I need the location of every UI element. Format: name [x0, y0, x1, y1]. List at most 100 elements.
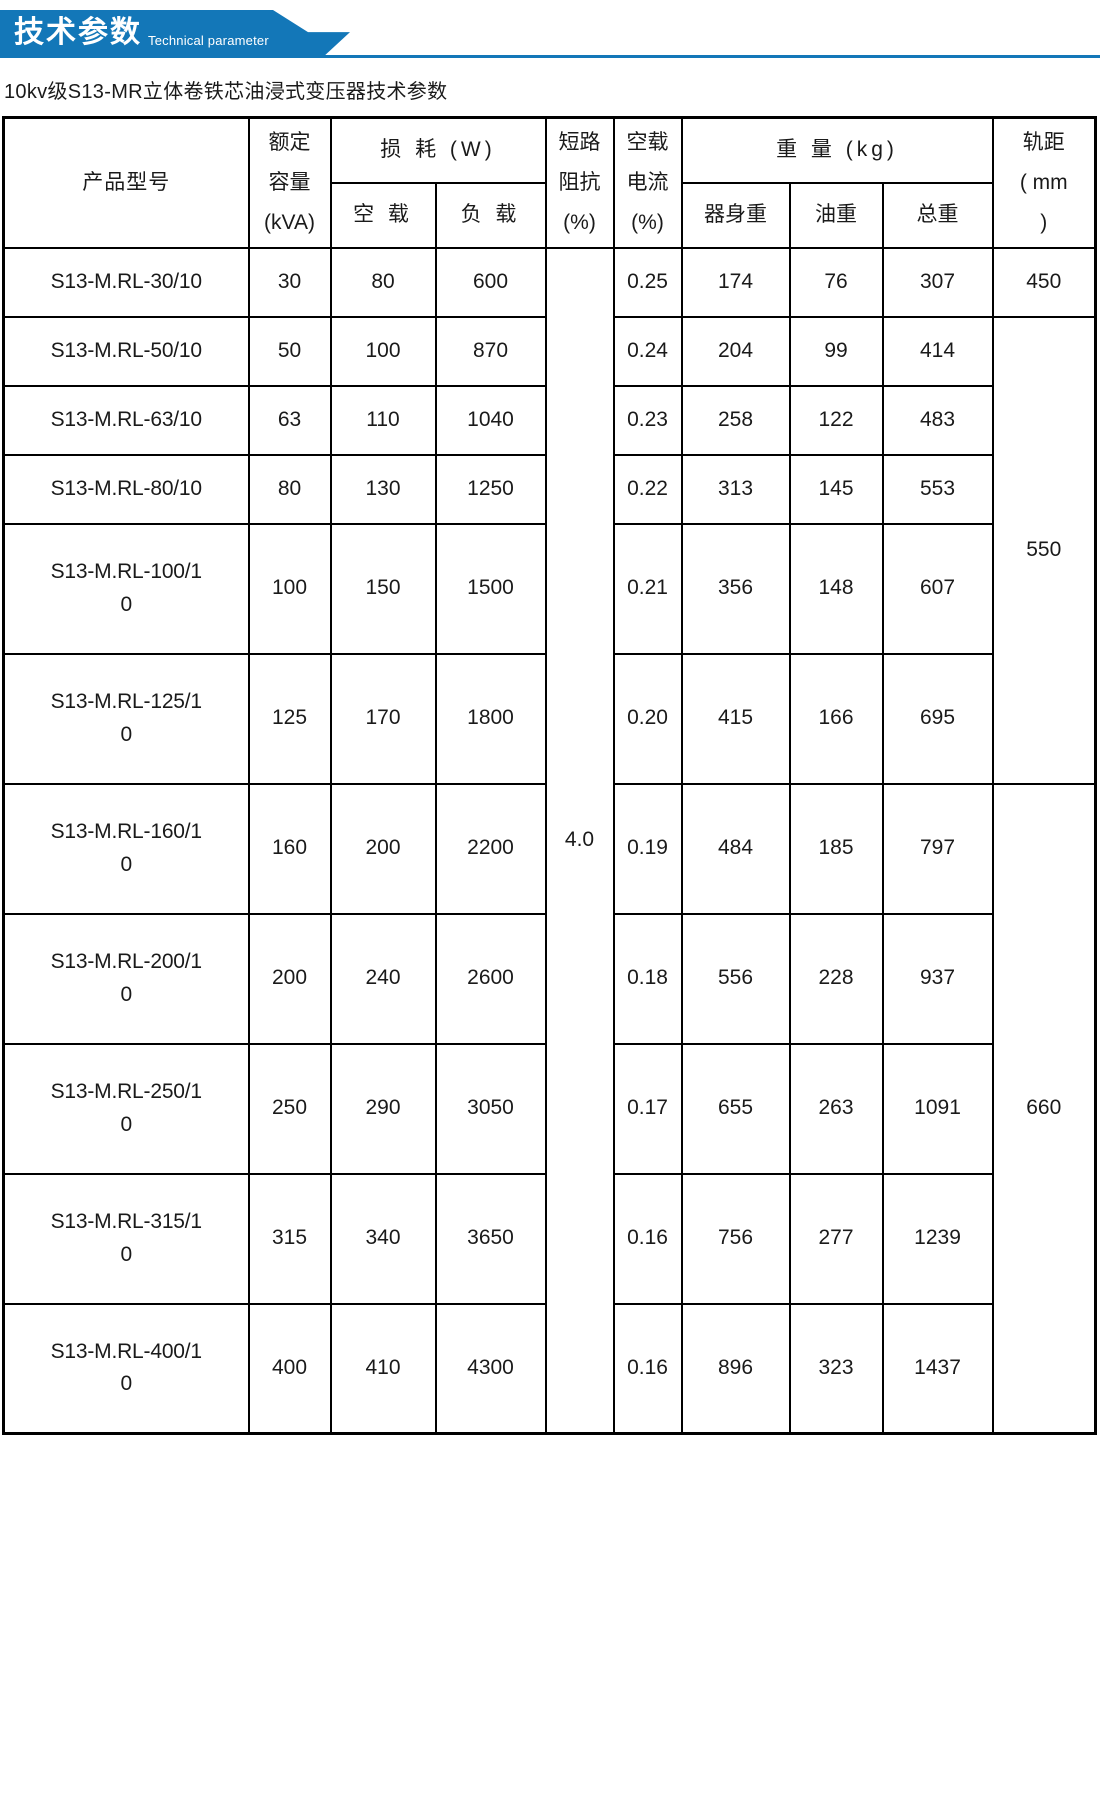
cell-weight-total: 695 [881, 652, 994, 785]
cell-loss-load: 1250 [434, 453, 547, 525]
cell-weight-oil: 145 [788, 453, 884, 525]
cell-model: S13-M.RL-400/1 0 [2, 1302, 250, 1435]
header-rated-capacity-line1: 额定 [268, 131, 311, 154]
header-loss-noload: 空 载 [329, 181, 437, 249]
cell-loss-load: 2200 [434, 782, 547, 915]
cell-weight-total: 797 [881, 782, 994, 915]
cell-model: S13-M.RL-315/1 0 [2, 1172, 250, 1305]
cell-loss-noload: 240 [329, 912, 437, 1045]
cell-weight-body: 756 [680, 1172, 791, 1305]
cell-weight-total: 607 [881, 522, 994, 655]
cell-loss-noload: 100 [329, 315, 437, 387]
model-text: S13-M.RL-125/1 [50, 690, 202, 714]
table-row: S13-M.RL-63/10 63 110 1040 0.23 258 122 483 [2, 384, 1096, 456]
cell-noload-current: 0.23 [612, 384, 683, 456]
cell-track-gauge: 450 [991, 246, 1097, 318]
cell-model: S13-M.RL-80/10 [2, 453, 250, 525]
table-row: S13-M.RL-50/10 50 100 870 0.24 204 99 414 550 [2, 315, 1097, 785]
model-text: S13-M.RL-30/10 [50, 269, 202, 293]
cell-weight-total: 1437 [881, 1302, 994, 1435]
header-gauge-line1: 轨距 [1022, 131, 1065, 154]
header-noload-current-line2: 电流 [626, 170, 669, 194]
cell-loss-load: 1040 [434, 384, 547, 456]
header-row-top: 产品型号 额定 容量 (kVA) 损 耗 (W) 短路 阻抗 (%) [2, 116, 1097, 249]
banner-title-cn: 技术参数 [14, 16, 142, 49]
table-row: S13-M.RL-200/1 0 200 240 2600 0.18 556 228 937 [2, 912, 1096, 1045]
cell-rated-capacity: 315 [247, 1172, 332, 1305]
table-row: S13-M.RL-30/10 30 80 600 4.0 0.25 174 76 307 450 [2, 246, 1097, 1435]
cell-loss-load: 1500 [434, 522, 547, 655]
header-weight-total: 总重 [881, 181, 994, 249]
cell-loss-noload: 340 [329, 1172, 437, 1305]
table-row: S13-M.RL-125/1 0 125 170 1800 0.20 415 166 695 [2, 652, 1096, 785]
cell-loss-load: 4300 [434, 1302, 547, 1435]
spec-table-container: 产品型号 额定 容量 (kVA) 损 耗 (W) 短路 阻抗 (%) [0, 116, 1100, 1436]
cell-noload-current: 0.18 [612, 912, 683, 1045]
header-impedance-line2: 阻抗 [558, 170, 601, 194]
cell-rated-capacity: 100 [247, 522, 332, 655]
cell-noload-current: 0.24 [612, 315, 683, 387]
header-loss-load: 负 载 [434, 181, 547, 249]
cell-rated-capacity: 50 [247, 315, 332, 387]
cell-rated-capacity: 160 [247, 782, 332, 915]
cell-weight-oil: 76 [788, 246, 884, 318]
cell-noload-current: 0.19 [612, 782, 683, 915]
cell-model: S13-M.RL-30/10 [2, 246, 250, 318]
cell-weight-body: 258 [680, 384, 791, 456]
model-text: S13-M.RL-50/10 [50, 338, 202, 362]
model-text: S13-M.RL-160/1 [50, 820, 202, 844]
cell-weight-oil: 148 [788, 522, 884, 655]
model-text-overflow: 0 [120, 1372, 133, 1396]
model-text: S13-M.RL-100/1 [50, 560, 202, 584]
cell-loss-noload: 130 [329, 453, 437, 525]
cell-track-gauge: 660 [991, 782, 1097, 1435]
header-loss-group: 损 耗 (W) [329, 116, 547, 184]
cell-rated-capacity: 125 [247, 652, 332, 785]
cell-weight-body: 484 [680, 782, 791, 915]
cell-rated-capacity: 250 [247, 1042, 332, 1175]
banner-divider-rule [0, 55, 1100, 58]
cell-loss-noload: 410 [329, 1302, 437, 1435]
model-text-overflow: 0 [120, 852, 133, 876]
header-weight-oil: 油重 [788, 181, 884, 249]
model-text: S13-M.RL-63/10 [50, 407, 202, 431]
header-weight-body: 器身重 [680, 181, 791, 249]
model-text: S13-M.RL-400/1 [50, 1339, 202, 1363]
cell-model: S13-M.RL-160/1 0 [2, 782, 250, 915]
model-text-overflow: 0 [120, 722, 133, 746]
table-row: S13-M.RL-315/1 0 315 340 3650 0.16 756 277 1239 [2, 1172, 1096, 1305]
cell-model: S13-M.RL-63/10 [2, 384, 250, 456]
cell-model: S13-M.RL-50/10 [2, 315, 250, 387]
cell-model: S13-M.RL-125/1 0 [2, 652, 250, 785]
cell-weight-total: 307 [881, 246, 994, 318]
cell-loss-load: 3650 [434, 1172, 547, 1305]
page-title: 10kv级S13-MR立体卷铁芯油浸式变压器技术参数 [4, 81, 448, 103]
cell-weight-oil: 277 [788, 1172, 884, 1305]
cell-rated-capacity: 63 [247, 384, 332, 456]
cell-weight-total: 1239 [881, 1172, 994, 1305]
table-row: S13-M.RL-400/1 0 400 410 4300 0.16 896 323 1437 [2, 1302, 1096, 1435]
header-noload-current-line1: 空载 [626, 131, 669, 154]
table-row: S13-M.RL-100/1 0 100 150 1500 0.21 356 148 607 [2, 522, 1096, 655]
cell-weight-body: 556 [680, 912, 791, 1045]
header-weight-group: 重 量 (kg) [680, 116, 994, 184]
model-text-overflow: 0 [120, 592, 133, 616]
cell-weight-total: 414 [881, 315, 994, 387]
model-text-overflow: 0 [120, 982, 133, 1006]
cell-weight-oil: 99 [788, 315, 884, 387]
header-gauge-line3: ) [1040, 210, 1048, 234]
header-gauge-line2: ( mm [1019, 170, 1068, 194]
model-text: S13-M.RL-200/1 [50, 950, 202, 974]
cell-noload-current: 0.17 [612, 1042, 683, 1175]
table-header: 产品型号 额定 容量 (kVA) 损 耗 (W) 短路 阻抗 (%) [2, 116, 1097, 249]
cell-weight-total: 1091 [881, 1042, 994, 1175]
cell-loss-load: 2600 [434, 912, 547, 1045]
page-banner: 技术参数 Technical parameter [0, 0, 1100, 66]
cell-loss-load: 3050 [434, 1042, 547, 1175]
cell-loss-load: 870 [434, 315, 547, 387]
cell-rated-capacity: 30 [247, 246, 332, 318]
cell-loss-load: 1800 [434, 652, 547, 785]
cell-loss-noload: 80 [329, 246, 437, 318]
cell-loss-noload: 110 [329, 384, 437, 456]
header-impedance: 短路 阻抗 (%) [544, 116, 615, 249]
